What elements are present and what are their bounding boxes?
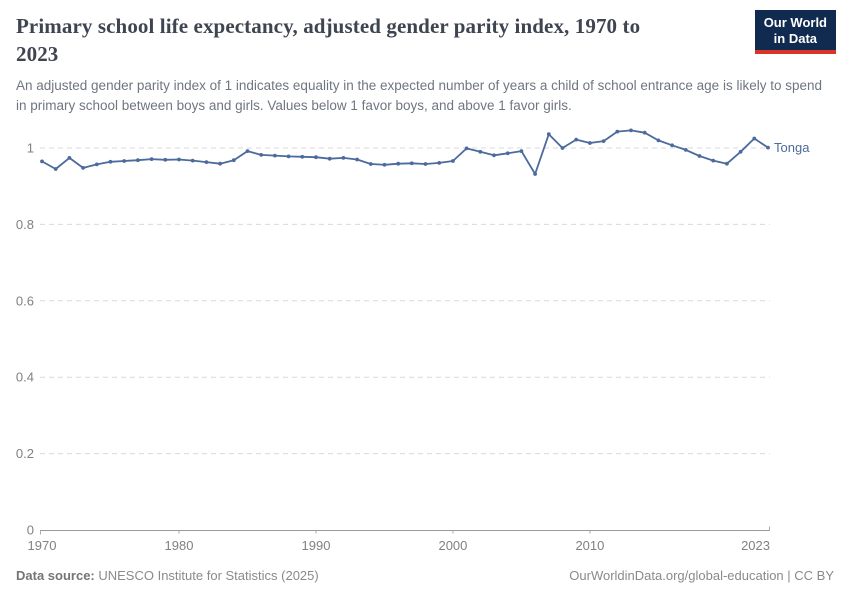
y-tick-label: 0.6: [16, 293, 34, 308]
chart-subtitle: An adjusted gender parity index of 1 ind…: [16, 78, 822, 113]
page-title-line2: 2023: [16, 42, 59, 66]
series-line: [41, 129, 769, 175]
series-point: [136, 158, 140, 163]
series-point: [300, 154, 305, 159]
series-point: [560, 146, 565, 150]
series-point: [711, 158, 716, 163]
series-point: [204, 160, 209, 165]
series-point: [478, 149, 483, 154]
series-point: [656, 138, 661, 143]
series-point: [492, 153, 496, 158]
series-point: [409, 161, 414, 166]
series-point: [314, 155, 318, 160]
series-point: [642, 130, 647, 135]
credit-link[interactable]: OurWorldinData.org/global-education | CC…: [569, 568, 834, 583]
page-title: Primary school life expectancy, adjusted…: [16, 12, 640, 68]
series-point: [245, 149, 250, 154]
series-point: [697, 154, 702, 158]
series-point: [149, 157, 154, 162]
owid-logo[interactable]: Our World in Data: [754, 10, 836, 54]
page-title-line1: Primary school life expectancy, adjusted…: [16, 14, 641, 38]
series-point: [67, 156, 72, 160]
series-point: [231, 158, 236, 163]
series-point: [615, 129, 620, 134]
series-point: [122, 159, 127, 163]
series-point: [533, 172, 537, 176]
x-tick-label: 1970: [28, 538, 57, 553]
data-source: Data source: UNESCO Institute for Statis…: [16, 568, 319, 583]
data-source-value: UNESCO Institute for Statistics (2025): [94, 568, 319, 583]
series-point: [505, 151, 510, 156]
series-point: [601, 139, 606, 144]
series-point: [163, 157, 168, 162]
owid-logo-line1: Our World: [763, 15, 827, 30]
owid-logo-line2: in Data: [773, 31, 818, 46]
series-point: [670, 143, 674, 148]
series-point: [752, 136, 757, 141]
series-point: [53, 167, 58, 171]
series-point: [286, 154, 291, 159]
series-point: [40, 159, 44, 164]
y-tick-label: 1: [27, 141, 34, 156]
series-point: [341, 156, 346, 160]
series-point: [766, 145, 770, 150]
series-point: [368, 162, 373, 166]
series-point: [588, 141, 592, 145]
series-point: [738, 149, 743, 154]
series-point: [519, 149, 524, 154]
series-point: [108, 159, 113, 164]
series-label-tonga: Tonga: [774, 140, 810, 155]
series-point: [190, 158, 195, 163]
series-point: [725, 161, 729, 166]
series-point: [437, 161, 442, 165]
series-point: [451, 159, 455, 163]
x-tick-label: 2010: [575, 538, 604, 553]
series-point: [273, 153, 277, 158]
series-point: [423, 162, 428, 166]
series-point: [327, 156, 332, 161]
series-point: [382, 162, 387, 167]
series-point: [81, 166, 85, 170]
x-tick-label: 1980: [165, 538, 194, 553]
x-tick-label: 2000: [438, 538, 467, 553]
series-point: [177, 157, 181, 162]
series-point: [355, 157, 359, 162]
x-tick-label: 1990: [302, 538, 331, 553]
x-tick-label: 2023: [741, 538, 770, 553]
y-tick-label: 0.2: [16, 446, 34, 461]
series-point: [683, 148, 688, 152]
series-point: [546, 132, 551, 137]
y-tick-label: 0: [27, 523, 34, 538]
series-point: [94, 162, 99, 167]
series-point: [574, 137, 579, 142]
series-point: [396, 161, 401, 166]
series-point: [629, 128, 633, 133]
series-point: [218, 161, 223, 166]
data-source-label: Data source:: [16, 568, 95, 583]
y-tick-label: 0.4: [16, 370, 34, 385]
y-tick-label: 0.8: [16, 217, 34, 232]
series-point: [259, 153, 264, 157]
series-point: [464, 146, 469, 151]
